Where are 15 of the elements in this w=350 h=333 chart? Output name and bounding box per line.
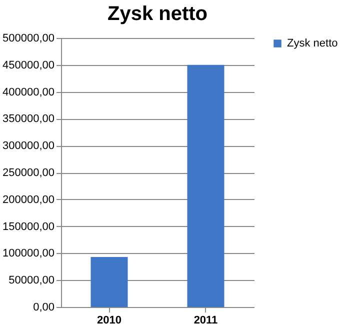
legend-label: Zysk netto: [287, 38, 338, 50]
y-tick-label: 150000,00: [2, 220, 54, 233]
x-tick-label: 2010: [97, 314, 122, 326]
y-tick-label: 500000,00: [2, 32, 54, 44]
y-tick-label: 400000,00: [2, 86, 54, 98]
y-tick-label: 200000,00: [2, 194, 54, 206]
y-tick-label: 450000,00: [2, 59, 54, 72]
y-tick-label: 50000,00: [8, 274, 54, 287]
x-tick-label: 2011: [194, 314, 218, 326]
y-tick-label: 350000,00: [2, 113, 54, 126]
y-tick-label: 300000,00: [2, 140, 54, 152]
y-tick-label: 100000,00: [2, 248, 54, 260]
chart-title: Zysk netto: [107, 3, 208, 25]
y-tick-label: 250000,00: [2, 167, 54, 179]
y-tick-label: 0,00: [33, 302, 54, 314]
